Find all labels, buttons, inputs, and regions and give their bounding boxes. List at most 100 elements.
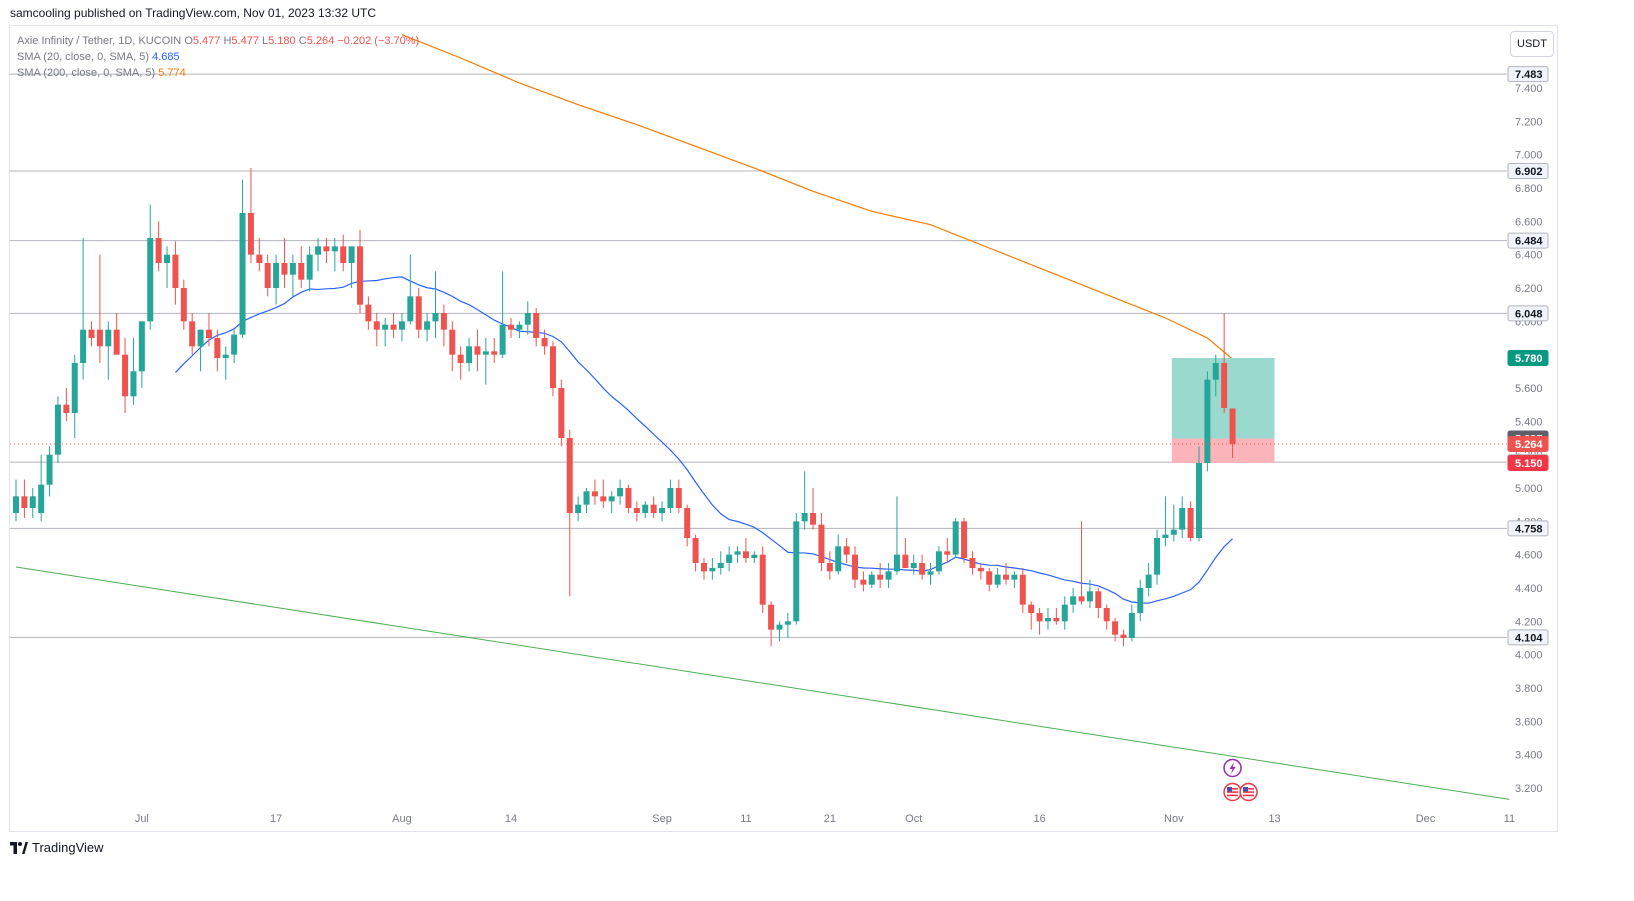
candle-body [617,488,624,497]
candle-body [46,454,53,485]
candle-body [189,321,196,347]
candle-body [642,504,649,513]
candle-body [558,388,565,438]
x-tick-label: 14 [505,813,517,825]
candle-body [952,521,959,555]
candle-body [633,508,640,513]
price-tag [1507,232,1549,249]
y-tick-label: 3.400 [1515,750,1543,762]
candle-body [684,508,691,538]
candle-body [457,354,464,363]
candle-body [398,321,405,330]
open-key: O [184,35,193,47]
candle-body [717,563,724,568]
candle-body [1086,591,1093,602]
low-value: 5.180 [268,35,296,47]
candle-body [13,496,19,513]
candle-body [113,329,120,355]
candle-body [944,551,951,555]
sma200-value: 5.774 [158,67,186,79]
candle-body [1103,608,1110,622]
x-tick-label: 16 [1033,813,1045,825]
us-flag-canton [1243,787,1249,792]
candle-body [1162,534,1169,538]
candle-body [54,404,61,455]
candle-body [575,504,582,513]
candle-body [306,254,313,280]
candle-body [1028,604,1035,613]
candle-body [625,488,632,508]
candle-body [608,496,615,502]
candle-body [541,338,548,347]
candle-body [491,351,498,355]
us-flag-icon [1223,782,1242,802]
candle-body [860,579,867,585]
candle-body [1044,618,1051,622]
candle-body [751,554,758,558]
candle-body [835,546,842,572]
candle-body [549,346,556,388]
candle-body [499,324,506,355]
candle-body [659,508,666,513]
us-flag-icon [1239,782,1258,802]
candle-body [1137,588,1144,613]
tradingview-logo[interactable]: TradingView [10,840,104,855]
candle-body [927,571,934,575]
candle-body [969,558,976,568]
sma20-label: SMA (20, close, 0, SMA, 5) [17,51,150,63]
price-tag [1507,629,1549,646]
candle-body [180,288,187,322]
candle-body [21,496,28,508]
candle-body [919,563,926,575]
candle-body [591,491,598,497]
candle-body [466,346,473,363]
us-flag-stripe [1227,794,1239,797]
candle-body [482,351,489,355]
candle-body [516,324,523,330]
candle-body [122,354,129,397]
price-tag [1507,436,1549,452]
x-tick-label: 11 [1504,813,1515,825]
candle-body [1187,508,1194,538]
y-tick-label: 6.200 [1515,283,1543,295]
candle-body [986,571,993,585]
x-tick-label: Dec [1416,813,1436,825]
sma20-row: SMA (20, close, 0, SMA, 5) 4.685 [17,49,419,65]
candle-body [222,354,229,358]
x-tick-label: Nov [1164,813,1184,825]
y-tick-label: 4.000 [1515,650,1543,662]
candle-body [893,554,900,572]
candle-body [1221,363,1228,408]
candle-body [390,324,397,330]
candle-body [1179,508,1186,530]
y-tick-label: 7.000 [1515,150,1543,162]
candle-body [96,329,103,347]
us-flag-stripe [1243,794,1255,797]
sma20-value: 4.685 [152,51,180,63]
candle-body [868,574,875,585]
candle-body [331,246,338,252]
candle-body [524,313,531,325]
price-tag [1507,350,1549,366]
candle-body [1019,574,1026,605]
candle-body [1229,408,1236,444]
candle-body [105,329,112,347]
candle-body [138,321,145,372]
candle-body [667,488,674,508]
candle-body [566,438,573,513]
candle-body [852,554,858,580]
candle-body [734,551,741,555]
candle-body [323,246,330,252]
candle-body [382,324,389,330]
candle-body [977,568,984,572]
candle-body [298,263,305,280]
currency-button[interactable]: USDT [1510,31,1554,57]
high-value: 5.477 [231,35,259,47]
candle-body [348,246,355,263]
sma200-label: SMA (200, close, 0, SMA, 5) [17,67,156,79]
candle-body [1204,379,1211,463]
candle-body [793,521,800,622]
price-tag-label: 5.150 [1515,458,1543,470]
us-flag-stripe [1227,791,1239,793]
